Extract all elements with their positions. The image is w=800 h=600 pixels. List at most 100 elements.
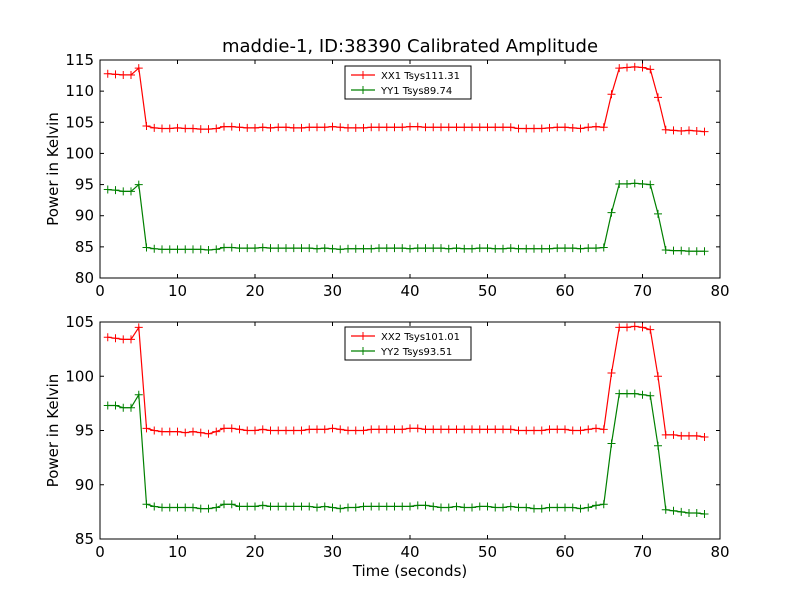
data-point xyxy=(258,123,267,132)
data-point xyxy=(584,244,593,253)
data-point xyxy=(165,427,174,436)
data-point xyxy=(499,425,507,434)
legend-marker xyxy=(359,332,367,340)
data-point xyxy=(406,424,414,433)
data-point xyxy=(654,441,662,450)
data-point xyxy=(499,503,507,512)
data-point xyxy=(142,424,151,433)
legend-marker xyxy=(359,86,367,94)
data-point xyxy=(320,502,329,511)
data-point xyxy=(173,245,182,254)
data-point xyxy=(196,504,205,513)
data-point xyxy=(289,123,298,132)
data-point xyxy=(165,245,174,254)
data-point xyxy=(514,244,523,253)
data-point xyxy=(669,506,678,515)
data-point xyxy=(646,65,655,74)
data-point xyxy=(375,502,383,511)
data-point xyxy=(553,503,562,512)
y-tick-label: 105 xyxy=(65,313,94,331)
data-point xyxy=(212,427,221,436)
data-point xyxy=(576,124,585,133)
data-point xyxy=(429,425,438,434)
y-tick-label: 100 xyxy=(65,144,94,162)
data-point xyxy=(398,123,407,132)
data-point xyxy=(468,123,476,132)
data-point xyxy=(142,243,151,252)
data-point xyxy=(491,503,500,512)
y-tick-label: 85 xyxy=(75,530,94,548)
data-point xyxy=(204,245,213,254)
data-point xyxy=(181,503,190,512)
data-point xyxy=(475,425,484,434)
data-point xyxy=(220,243,228,252)
y-axis-label: Power in Kelvin xyxy=(44,112,62,226)
data-point xyxy=(258,243,267,252)
data-point xyxy=(460,425,469,434)
data-point xyxy=(258,425,267,434)
data-point xyxy=(204,504,213,513)
data-point xyxy=(212,503,221,512)
data-point xyxy=(305,502,314,511)
data-point xyxy=(669,246,678,255)
data-point xyxy=(429,123,438,132)
data-point xyxy=(127,70,135,79)
data-point xyxy=(468,244,476,253)
data-point xyxy=(530,426,538,435)
data-point xyxy=(406,244,414,253)
data-point xyxy=(150,123,159,132)
data-point xyxy=(592,501,600,510)
data-point xyxy=(344,503,352,512)
data-point xyxy=(584,123,593,132)
panels: 0 10 20 30 40 50 60 70 8080859095100105110115Pow… xyxy=(44,51,730,580)
x-tick-label: 10 xyxy=(168,282,187,300)
data-point xyxy=(344,123,352,132)
data-point xyxy=(289,502,298,511)
data-point xyxy=(599,243,608,252)
data-point xyxy=(382,244,391,253)
series-2 xyxy=(103,179,709,256)
data-point xyxy=(359,123,368,132)
data-point xyxy=(654,372,662,381)
data-point xyxy=(592,244,600,253)
data-point xyxy=(351,123,360,132)
data-point xyxy=(406,122,414,131)
x-tick-label: 20 xyxy=(245,282,264,300)
data-point xyxy=(599,425,608,434)
data-point xyxy=(437,123,445,132)
data-point xyxy=(375,425,383,434)
data-point xyxy=(638,323,647,332)
x-tick-label: 70 xyxy=(633,543,652,561)
x-tick-label: 40 xyxy=(400,282,419,300)
data-point xyxy=(282,502,290,511)
data-point xyxy=(382,425,391,434)
data-point xyxy=(266,426,275,435)
data-point xyxy=(398,502,407,511)
data-point xyxy=(196,125,205,134)
data-point xyxy=(646,391,655,400)
data-point xyxy=(119,70,128,79)
data-point xyxy=(235,425,244,434)
x-tick-label: 40 xyxy=(400,543,419,561)
x-tick-label: 30 xyxy=(323,282,342,300)
data-point xyxy=(483,123,492,132)
data-point xyxy=(282,426,290,435)
data-point xyxy=(623,323,631,332)
data-point xyxy=(382,502,391,511)
data-point xyxy=(274,244,283,253)
data-point xyxy=(444,503,453,512)
data-point xyxy=(685,431,693,440)
data-point xyxy=(630,322,639,331)
data-point xyxy=(460,123,469,132)
data-point xyxy=(561,425,569,434)
data-point xyxy=(491,425,500,434)
data-point xyxy=(530,124,538,133)
data-point xyxy=(561,123,569,132)
data-point xyxy=(537,504,546,513)
legend-box xyxy=(344,65,472,100)
y-tick-label: 90 xyxy=(75,207,94,225)
data-point xyxy=(359,244,368,253)
data-point xyxy=(336,123,345,132)
data-point xyxy=(584,503,593,512)
data-point xyxy=(220,424,228,433)
